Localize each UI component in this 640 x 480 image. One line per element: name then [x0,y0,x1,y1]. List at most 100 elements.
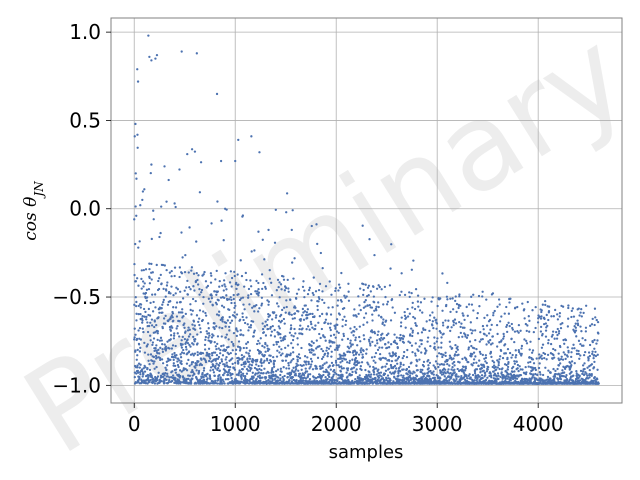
scatter-point [491,335,494,338]
scatter-point [149,379,152,382]
scatter-point [517,323,521,327]
scatter-point [593,375,596,379]
scatter-point [338,286,342,289]
scatter-point [581,337,584,340]
scatter-point [510,322,513,326]
scatter-point [282,317,286,321]
scatter-point [150,59,153,62]
scatter-point [221,318,224,321]
scatter-point [291,346,295,349]
scatter-point [177,365,180,369]
scatter-point [260,302,264,305]
scatter-point [437,365,440,369]
scatter-point [555,337,559,340]
scatter-point [221,378,224,381]
scatter-point [242,355,246,358]
scatter-point [571,347,574,350]
scatter-point [355,351,358,354]
scatter-point [278,327,281,330]
scatter-point [564,375,567,379]
scatter-point [168,347,171,350]
scatter-point [351,343,354,346]
scatter-point [152,362,155,365]
scatter-point [142,307,146,311]
scatter-point [304,377,308,380]
scatter-point [136,277,139,280]
scatter-point [191,374,194,377]
scatter-point [158,378,161,381]
scatter-point [255,363,258,366]
scatter-point [240,274,244,278]
scatter-point [262,331,266,334]
scatter-point [141,375,144,378]
scatter-point [385,303,389,306]
scatter-point [260,362,263,365]
scatter-point [185,348,188,351]
scatter-point [334,327,337,330]
scatter-point [223,382,226,385]
scatter-point [308,377,312,381]
scatter-point [450,346,454,350]
scatter-point [241,312,244,315]
scatter-point [405,355,409,359]
scatter-point [364,368,367,372]
scatter-point [276,368,280,371]
scatter-point [337,374,340,377]
scatter-point [190,269,193,272]
scatter-point [192,343,195,346]
scatter-point [436,362,439,365]
scatter-point [435,318,438,321]
scatter-point [470,332,473,335]
scatter-point [580,330,583,333]
scatter-point [379,357,383,360]
scatter-point [175,382,178,385]
scatter-point [457,375,460,378]
scatter-point [579,325,582,328]
scatter-point [340,357,343,360]
scatter-point [148,314,152,317]
scatter-point [595,318,598,322]
scatter-point [343,294,346,297]
scatter-point [458,380,462,383]
scatter-point [311,291,314,295]
scatter-point [386,374,390,377]
scatter-point [420,371,423,374]
y-axis-label: cos θJN [21,181,46,241]
scatter-point [357,312,360,316]
scatter-point [221,354,225,357]
scatter-point [506,368,509,371]
scatter-point [258,367,261,371]
scatter-point [589,324,592,327]
scatter-point [138,350,142,353]
scatter-point [411,306,414,309]
scatter-point [393,333,396,336]
scatter-point [349,345,352,348]
scatter-point [333,341,336,344]
scatter-point [335,318,339,321]
scatter-point [428,375,431,378]
scatter-point [279,332,282,336]
scatter-point [159,346,162,349]
scatter-point [587,359,590,362]
scatter-point [442,324,445,327]
scatter-point [452,323,455,327]
scatter-point [479,331,482,334]
scatter-point [258,151,261,154]
scatter-point [147,307,151,311]
scatter-point [204,338,207,341]
scatter-point [594,354,598,358]
scatter-point [496,305,499,308]
scatter-point [506,377,509,380]
scatter-point [387,367,390,371]
scatter-point [497,364,500,367]
scatter-point [413,317,417,320]
scatter-point [135,372,138,375]
scatter-point [153,293,157,296]
scatter-point [485,334,488,337]
scatter-point [546,353,550,357]
scatter-point [168,376,171,379]
scatter-point [563,342,566,345]
scatter-point [433,342,436,345]
scatter-point [575,335,578,338]
scatter-point [580,308,583,311]
